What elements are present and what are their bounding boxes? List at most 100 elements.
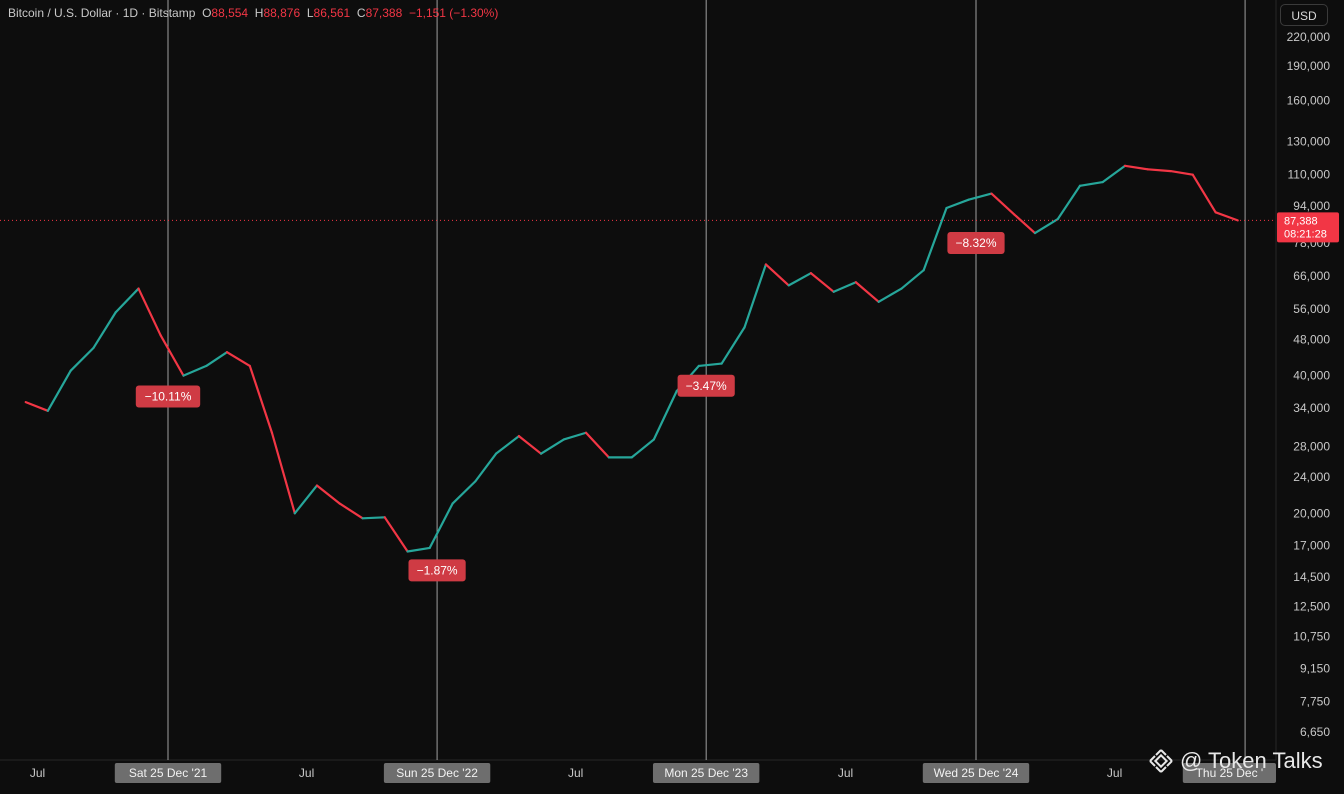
price-segment	[922, 206, 948, 272]
currency-button[interactable]: USD	[1280, 4, 1328, 26]
price-segment	[697, 362, 723, 368]
change-annotation-badge	[135, 385, 201, 408]
price-tick-label: 20,000	[1293, 506, 1330, 520]
time-highlight-label: Thu 25 Dec '	[1196, 766, 1264, 780]
price-segment	[1056, 184, 1082, 221]
change-annotation-label: −3.47%	[686, 379, 727, 393]
price-segment	[293, 484, 319, 515]
price-tick-label: 12,500	[1293, 600, 1330, 614]
watermark: @ Token Talks	[1148, 748, 1323, 774]
price-segment	[225, 351, 251, 368]
binance-logo-icon	[1149, 749, 1173, 773]
price-segment	[584, 431, 610, 459]
price-tick-label: 110,000	[1288, 168, 1331, 182]
price-tick-label: 17,000	[1293, 539, 1330, 553]
price-tick-label: 40,000	[1293, 369, 1330, 383]
price-segment	[877, 287, 903, 303]
price-segment	[338, 502, 364, 520]
time-tick-label: Jul	[299, 766, 314, 780]
time-tick-label: Jul	[568, 766, 583, 780]
change-annotation-badge	[947, 231, 1005, 254]
price-segment	[451, 480, 477, 505]
price-segment	[743, 263, 767, 329]
price-segment	[1214, 211, 1239, 222]
high-value: 88,876	[263, 6, 301, 20]
price-tick-label: 160,000	[1287, 93, 1331, 107]
time-highlight-badge	[652, 763, 760, 783]
time-highlight-label: Sun 25 Dec '22	[396, 766, 478, 780]
price-segment	[474, 452, 498, 483]
price-segment	[1078, 180, 1104, 187]
price-segment	[967, 192, 993, 201]
price-segment	[1123, 164, 1149, 171]
price-tick-label: 7,750	[1300, 695, 1330, 709]
price-segment	[764, 263, 790, 287]
price-tick-label: 6,650	[1300, 725, 1330, 739]
price-segment	[517, 434, 543, 455]
price-segment	[1169, 169, 1194, 176]
change-annotation-label: −8.32%	[955, 236, 996, 250]
price-segment	[428, 502, 454, 550]
price-tick-label: 28,000	[1293, 439, 1330, 453]
symbol-legend: Bitcoin / U.S. Dollar · 1D · Bitstamp O8…	[8, 6, 498, 20]
time-tick-label: Jul	[30, 766, 45, 780]
symbol-name: Bitcoin / U.S. Dollar · 1D · Bitstamp	[8, 6, 196, 20]
low-value: 86,561	[313, 6, 351, 20]
change-annotation-badge	[408, 559, 466, 582]
time-highlight-label: Wed 25 Dec '24	[934, 766, 1019, 780]
price-segment	[270, 431, 296, 515]
price-tick-label: 66,000	[1293, 269, 1330, 283]
high-label: H	[254, 6, 264, 20]
close-value: 87,388	[365, 6, 403, 20]
change-value: −1,151 (−1.30%)	[408, 6, 499, 20]
price-segment	[182, 364, 208, 377]
time-highlight-badge	[1182, 763, 1276, 783]
price-segment	[1146, 168, 1172, 173]
price-segment	[539, 438, 565, 455]
price-segment	[990, 192, 1016, 216]
price-tick-label: 9,150	[1300, 662, 1330, 676]
price-segment	[652, 389, 678, 441]
price-segment	[1033, 217, 1059, 235]
price-segment	[205, 351, 229, 368]
price-tick-label: 190,000	[1287, 59, 1331, 73]
price-segment	[383, 516, 409, 553]
price-segment	[832, 281, 857, 293]
time-highlight-label: Sat 25 Dec '21	[129, 766, 208, 780]
low-label: L	[306, 6, 314, 20]
price-tick-label: 34,000	[1293, 401, 1330, 415]
watermark-text: @ Token Talks	[1180, 748, 1323, 773]
time-tick-label: Jul	[838, 766, 853, 780]
price-segment	[137, 287, 162, 337]
price-segment	[1013, 213, 1037, 235]
price-tick-label: 94,000	[1293, 199, 1330, 213]
price-tick-label: 220,000	[1287, 30, 1331, 44]
price-segment	[562, 431, 588, 441]
change-annotation-label: −10.11%	[145, 390, 192, 404]
price-segment	[361, 516, 386, 520]
last-price-value: 87,388	[1284, 215, 1318, 227]
price-segment	[494, 434, 521, 455]
open-value: 88,554	[211, 6, 249, 20]
price-segment	[406, 546, 431, 553]
time-highlight-badge	[114, 763, 222, 783]
time-highlight-badge	[383, 763, 491, 783]
countdown-timer: 08:21:28	[1284, 228, 1327, 240]
time-highlight-badge	[922, 763, 1030, 783]
price-tick-label: 130,000	[1287, 134, 1331, 148]
price-segment	[630, 438, 655, 459]
last-price-badge	[1277, 212, 1339, 243]
price-segment	[248, 364, 274, 434]
price-segment	[69, 346, 95, 372]
price-segment	[24, 401, 49, 412]
price-segment	[46, 369, 72, 412]
price-segment	[315, 484, 341, 505]
price-segment	[1191, 173, 1217, 214]
price-segment	[945, 198, 970, 210]
price-tick-label: 10,750	[1293, 630, 1330, 644]
price-segment	[1101, 164, 1127, 184]
price-segment	[720, 326, 746, 365]
open-label: O	[202, 6, 212, 20]
